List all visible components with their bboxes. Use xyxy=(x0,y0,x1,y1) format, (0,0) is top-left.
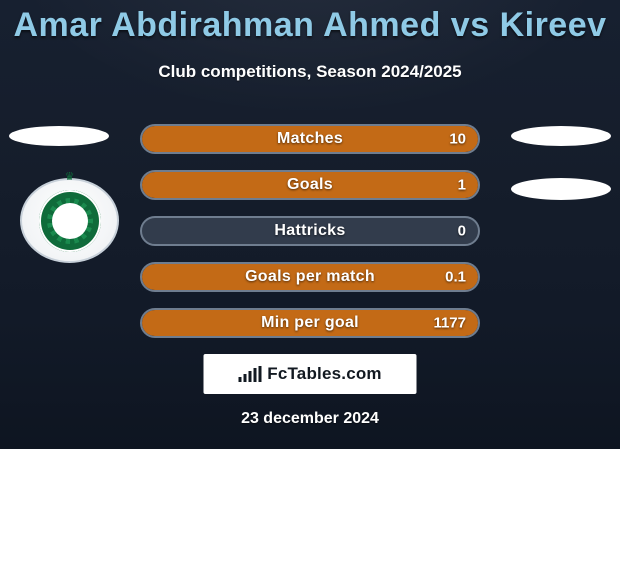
page-title: Amar Abdirahman Ahmed vs Kireev xyxy=(0,6,620,45)
crown-icon: ♛ xyxy=(65,170,75,183)
stat-label: Goals xyxy=(287,176,333,194)
player2-photo-placeholder xyxy=(511,126,611,146)
stat-value-right: 10 xyxy=(449,131,466,148)
generation-date: 23 december 2024 xyxy=(0,410,620,428)
stat-value-right: 1177 xyxy=(433,315,466,332)
stat-label: Hattricks xyxy=(274,222,345,240)
stat-row: Hattricks 0 xyxy=(140,216,480,246)
stat-value-right: 0.1 xyxy=(445,269,466,286)
bar-chart-icon xyxy=(238,366,261,382)
stat-row: Goals per match 0.1 xyxy=(140,262,480,292)
stat-rows: Matches 10 Goals 1 Hattricks 0 Goals per match… xyxy=(140,124,480,354)
player2-club-placeholder xyxy=(511,178,611,200)
brand-text: FcTables.com xyxy=(267,364,382,384)
player1-club-badge: ♛ xyxy=(20,178,119,263)
player1-name: Amar Abdirahman Ahmed xyxy=(13,6,440,44)
stat-row: Min per goal 1177 xyxy=(140,308,480,338)
stat-label: Min per goal xyxy=(261,314,359,332)
stat-label: Goals per match xyxy=(245,268,375,286)
brand-panel: FcTables.com xyxy=(204,354,417,394)
player2-name: Kireev xyxy=(500,6,607,44)
stat-label: Matches xyxy=(277,130,343,148)
comparison-infographic: Amar Abdirahman Ahmed vs Kireev Club com… xyxy=(0,0,620,580)
stat-row: Goals 1 xyxy=(140,170,480,200)
stat-value-right: 0 xyxy=(458,223,466,240)
stat-value-right: 1 xyxy=(458,177,466,194)
stat-row: Matches 10 xyxy=(140,124,480,154)
player1-photo-placeholder xyxy=(9,126,109,146)
vs-label: vs xyxy=(451,6,490,44)
club-badge-inner xyxy=(39,190,101,252)
subtitle: Club competitions, Season 2024/2025 xyxy=(0,62,620,82)
